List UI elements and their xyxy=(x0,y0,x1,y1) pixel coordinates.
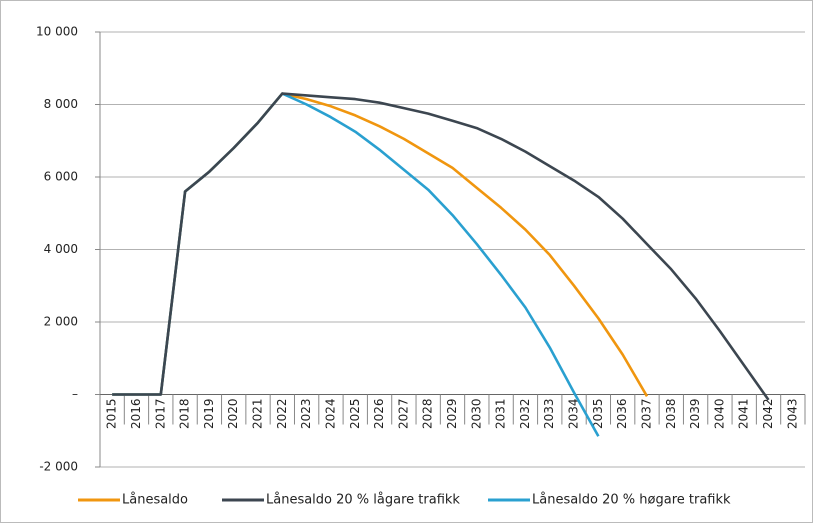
x-tick-label: 2034 xyxy=(567,399,581,430)
x-tick-label: 2025 xyxy=(348,399,362,430)
x-tick-label: 2036 xyxy=(615,399,629,430)
x-tick-label: 2031 xyxy=(494,399,508,430)
y-tick-label: 8 000 xyxy=(44,97,78,111)
legend-label: Lånesaldo xyxy=(122,493,188,508)
x-tick-label: 2032 xyxy=(518,399,532,430)
y-tick-label: 2 000 xyxy=(44,315,78,329)
y-tick-label: 4 000 xyxy=(44,242,78,256)
y-tick-label: 10 000 xyxy=(36,25,78,39)
x-tick-label: 2018 xyxy=(178,399,192,430)
x-tick-label: 2038 xyxy=(664,399,678,430)
x-tick-label: 2040 xyxy=(712,399,726,430)
x-tick-label: 2017 xyxy=(153,399,167,430)
x-tick-label: 2042 xyxy=(761,399,775,430)
x-tick-label: 2028 xyxy=(421,399,435,430)
y-tick-label: – xyxy=(72,387,78,401)
x-tick-label: 2021 xyxy=(251,399,265,430)
x-tick-label: 2016 xyxy=(129,399,143,430)
x-tick-label: 2037 xyxy=(639,399,653,430)
x-tick-label: 2015 xyxy=(105,399,119,430)
legend-label: Lånesaldo 20 % lågare trafikk xyxy=(266,493,460,508)
series-line xyxy=(112,92,770,401)
x-tick-label: 2022 xyxy=(275,399,289,430)
x-tick-label: 2026 xyxy=(372,399,386,430)
x-tick-label: 2029 xyxy=(445,399,459,430)
x-tick-label: 2030 xyxy=(469,399,483,430)
x-tick-label: 2043 xyxy=(785,399,799,430)
x-tick-label: 2035 xyxy=(591,399,605,430)
x-tick-label: 2041 xyxy=(737,399,751,430)
x-tick-label: 2020 xyxy=(226,399,240,430)
legend-label: Lånesaldo 20 % høgare trafikk xyxy=(532,493,731,508)
y-tick-label: 6 000 xyxy=(44,170,78,184)
x-tick-label: 2019 xyxy=(202,399,216,430)
x-tick-label: 2027 xyxy=(396,399,410,430)
x-tick-label: 2039 xyxy=(688,399,702,430)
x-tick-label: 2024 xyxy=(323,399,337,430)
x-tick-label: 2023 xyxy=(299,399,313,430)
x-tick-label: 2033 xyxy=(542,399,556,430)
y-tick-label: -2 000 xyxy=(39,460,78,474)
